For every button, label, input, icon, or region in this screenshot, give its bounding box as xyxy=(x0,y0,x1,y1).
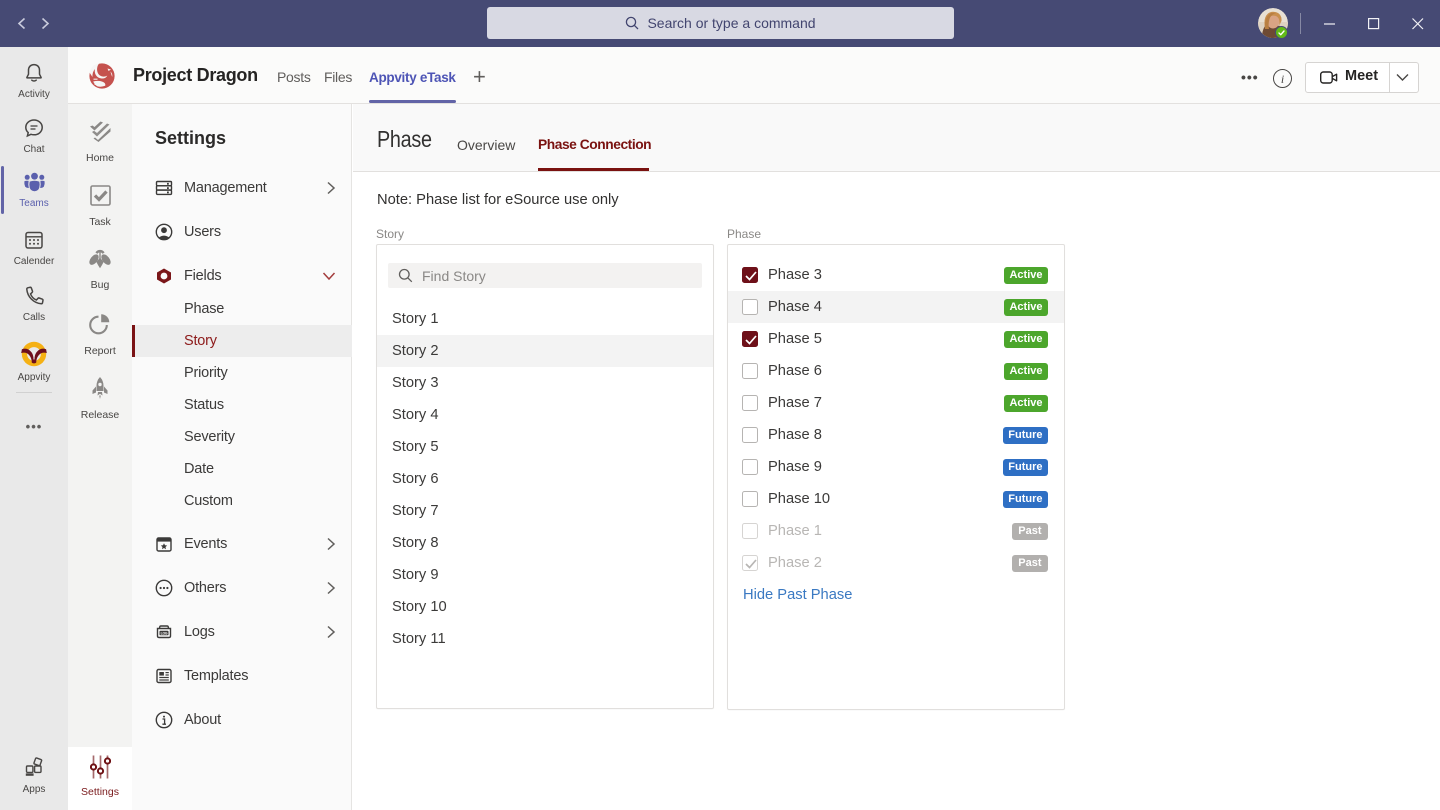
svg-text:LOG: LOG xyxy=(161,631,168,635)
